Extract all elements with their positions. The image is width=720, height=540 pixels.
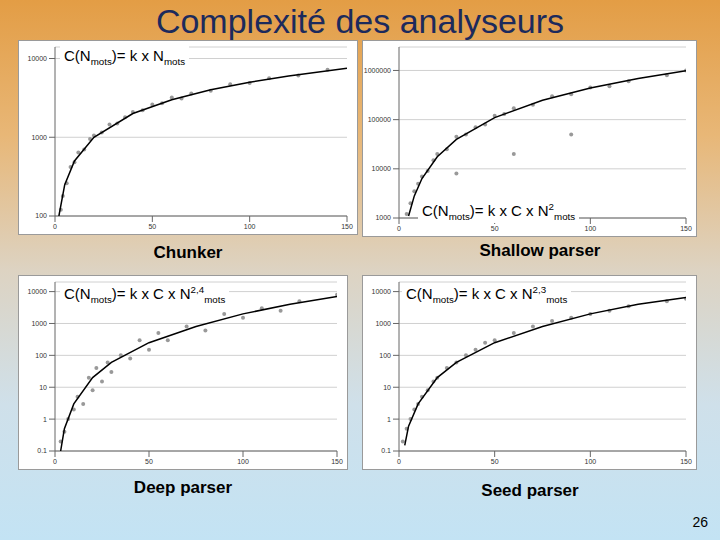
svg-text:100: 100 <box>584 458 596 465</box>
html-text:mots: mots <box>554 211 576 222</box>
html-text:mots: mots <box>546 294 568 305</box>
svg-text:100: 100 <box>244 223 256 230</box>
svg-text:1: 1 <box>43 416 47 423</box>
svg-text:0: 0 <box>53 458 57 465</box>
svg-text:10000: 10000 <box>372 288 392 295</box>
svg-text:150: 150 <box>341 223 353 230</box>
svg-text:10000: 10000 <box>28 288 48 295</box>
html-text:Complexité des analyseurs: Complexité des analyseurs <box>155 2 565 40</box>
svg-text:0.1: 0.1 <box>381 447 391 454</box>
html-text:C(Nmots)= k x Nmots: C(Nmots)= k x Nmots <box>64 47 186 67</box>
svg-text:150: 150 <box>331 458 343 465</box>
html-text:Shallow parser: Shallow parser <box>479 241 601 260</box>
svg-text:50: 50 <box>148 223 156 230</box>
html-text:mots: mots <box>204 294 226 305</box>
html-text:C(Nmots)= k x C x N2: C(Nmots)= k x C x N2 <box>422 201 554 222</box>
svg-text:50: 50 <box>491 225 499 232</box>
svg-text:100: 100 <box>584 225 596 232</box>
svg-text:100: 100 <box>35 352 47 359</box>
html-text:Seed parser: Seed parser <box>481 481 579 500</box>
svg-text:100000: 100000 <box>368 116 391 123</box>
svg-text:1: 1 <box>387 416 391 423</box>
html-text:Chunker: Chunker <box>153 243 223 262</box>
svg-text:1000000: 1000000 <box>364 67 391 74</box>
svg-text:100: 100 <box>379 352 391 359</box>
html-text:26: 26 <box>692 514 708 530</box>
svg-text:0: 0 <box>397 458 401 465</box>
html-text:C(Nmots)= k x C x N2,4: C(Nmots)= k x C x N2,4 <box>64 284 205 305</box>
svg-text:1000: 1000 <box>375 214 391 221</box>
svg-text:10: 10 <box>383 384 391 391</box>
svg-text:10000: 10000 <box>28 55 48 62</box>
svg-text:0.1: 0.1 <box>37 447 47 454</box>
svg-text:50: 50 <box>491 458 499 465</box>
svg-text:150: 150 <box>680 225 692 232</box>
svg-text:100: 100 <box>237 458 249 465</box>
html-text:Deep parser: Deep parser <box>133 478 233 497</box>
svg-text:10: 10 <box>39 384 47 391</box>
svg-text:50: 50 <box>145 458 153 465</box>
html-text:C(Nmots)= k x C x N2,3: C(Nmots)= k x C x N2,3 <box>406 284 547 305</box>
svg-text:1000: 1000 <box>375 320 391 327</box>
svg-text:100: 100 <box>35 212 47 219</box>
svg-text:1000: 1000 <box>31 134 47 141</box>
svg-text:10000: 10000 <box>372 165 392 172</box>
svg-text:0: 0 <box>53 223 57 230</box>
svg-text:1000: 1000 <box>31 320 47 327</box>
svg-text:150: 150 <box>680 458 692 465</box>
svg-text:0: 0 <box>397 225 401 232</box>
